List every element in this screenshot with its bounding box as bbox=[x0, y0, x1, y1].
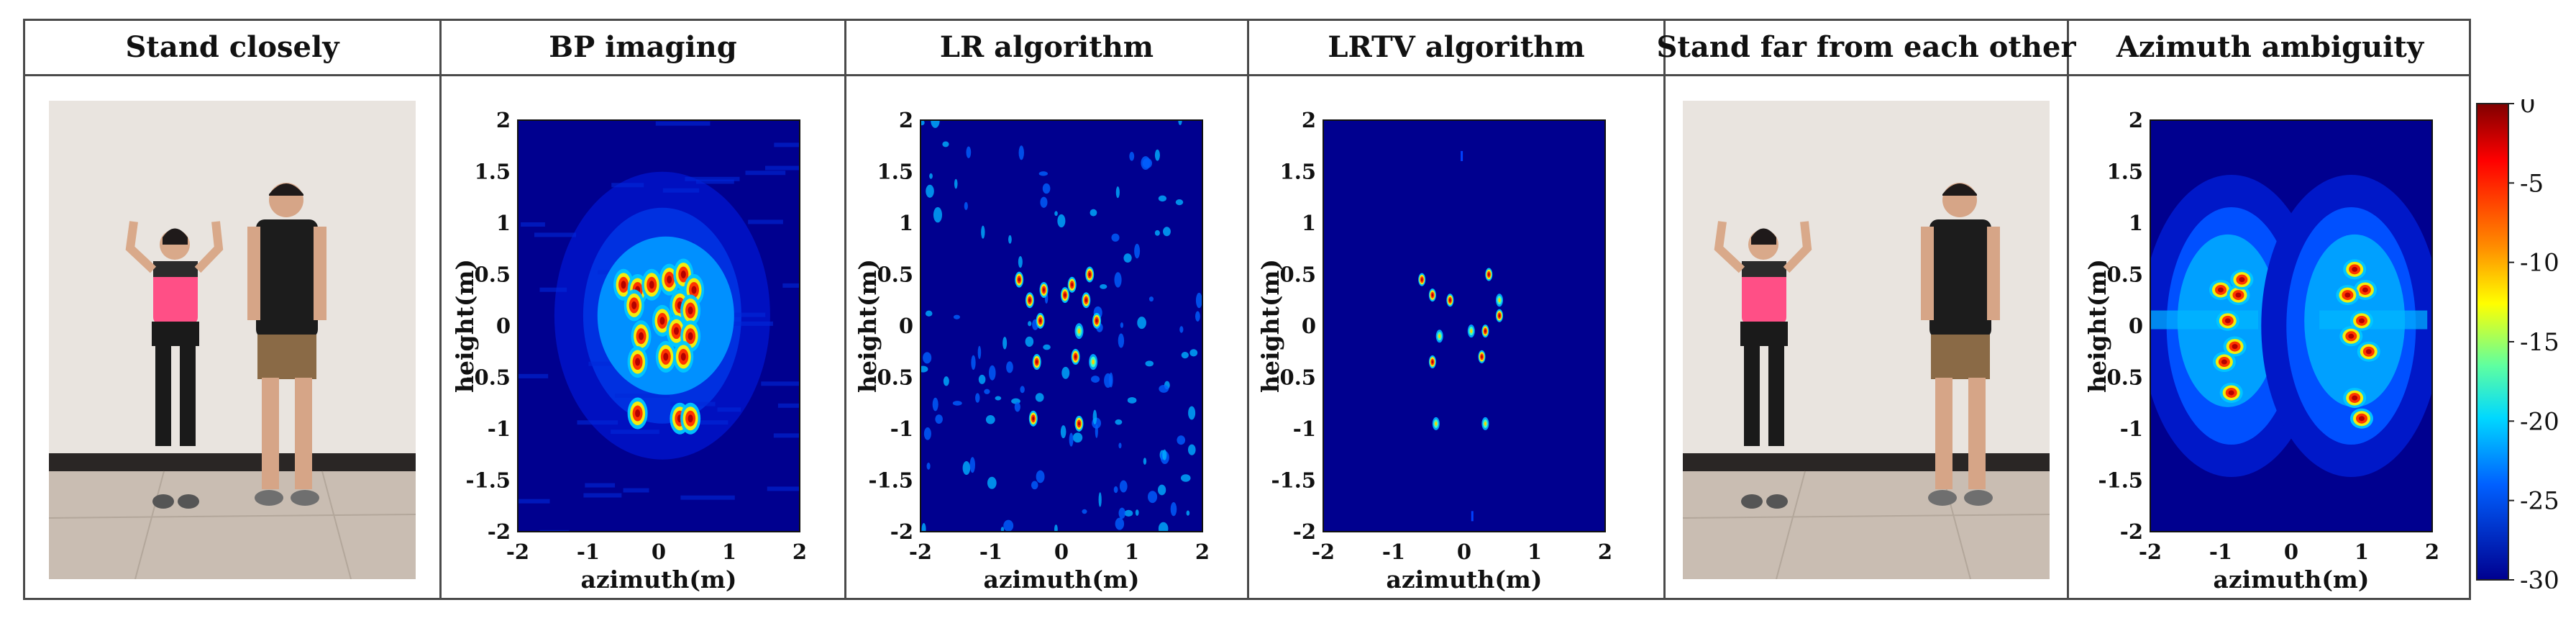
colorbar-tick-label: -10 bbox=[2520, 249, 2559, 278]
column-divider bbox=[844, 19, 846, 600]
person-man bbox=[1921, 183, 2000, 506]
colorbar: 0 -5 -10 -15 -20 -25 -30 bbox=[2472, 90, 2573, 595]
column-divider bbox=[2067, 19, 2069, 600]
photo-stand-far bbox=[1683, 101, 2050, 579]
colorbar-scale: 0 -5 -10 -15 -20 -25 -30 bbox=[2476, 90, 2559, 595]
photo-stand-closely bbox=[49, 101, 416, 579]
column-title-lrtv-algorithm: LRTV algorithm bbox=[1328, 29, 1585, 64]
person-woman bbox=[125, 221, 224, 509]
column-divider bbox=[1247, 19, 1249, 600]
column-title-stand-far: Stand far from each other bbox=[1656, 29, 2076, 64]
colorbar-tick-label: -25 bbox=[2520, 487, 2559, 516]
colorbar-tick-label: 0 bbox=[2520, 99, 2536, 119]
column-title-bp-imaging: BP imaging bbox=[549, 29, 737, 64]
person-man bbox=[247, 183, 326, 506]
colorbar-gradient bbox=[2476, 103, 2509, 581]
colorbar-tick-label: -20 bbox=[2520, 407, 2559, 436]
column-divider bbox=[1663, 19, 1666, 600]
colorbar-tick-label: -5 bbox=[2520, 169, 2544, 198]
colorbar-tick-label: -15 bbox=[2520, 328, 2559, 357]
column-title-azimuth-ambiguity: Azimuth ambiguity bbox=[2116, 29, 2424, 64]
column-title-stand-closely: Stand closely bbox=[125, 29, 339, 64]
colorbar-tick-label: -30 bbox=[2520, 566, 2559, 589]
column-divider bbox=[439, 19, 442, 600]
column-title-lr-algorithm: LR algorithm bbox=[939, 29, 1154, 64]
person-woman bbox=[1714, 221, 1812, 509]
